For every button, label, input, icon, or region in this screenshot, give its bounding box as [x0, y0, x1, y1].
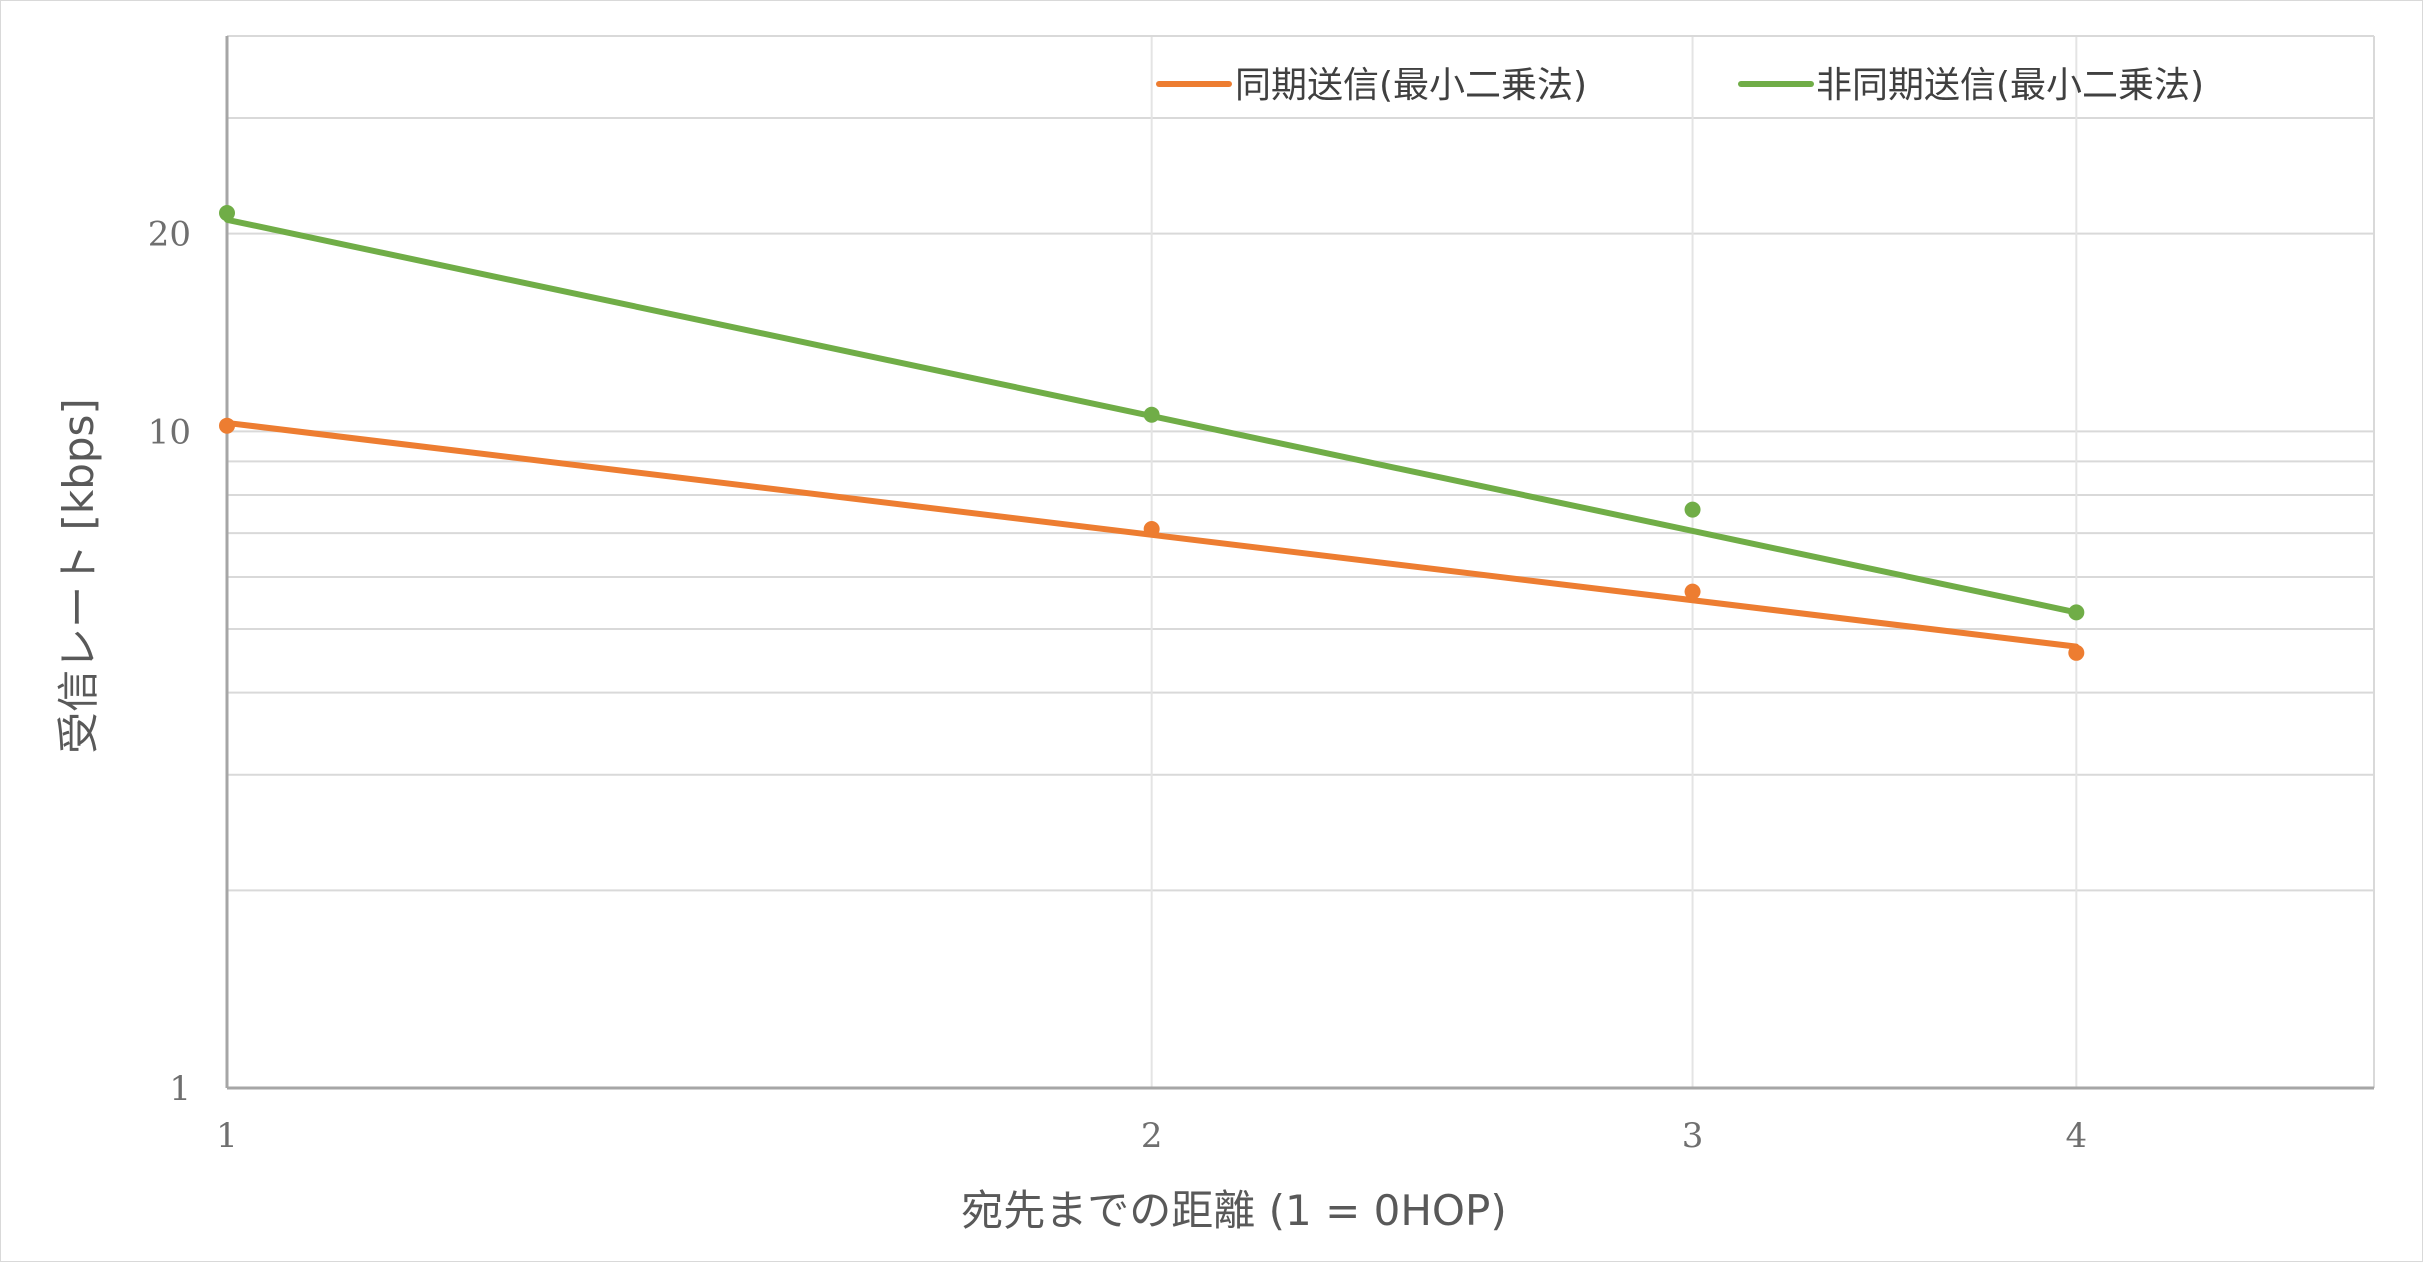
x-tick-label: 2 [1141, 1116, 1163, 1156]
data-point-sync [2068, 644, 2085, 661]
data-point-sync [219, 417, 235, 434]
data-point-async [1143, 406, 1160, 423]
axes [225, 35, 2375, 1090]
tick-labels: 1 10 20 1 2 3 4 [148, 215, 2087, 1156]
data-point-sync [1684, 583, 1701, 600]
legend-label-sync: 同期送信(最小二乗法) [1235, 65, 1587, 106]
x-tick-label: 3 [1682, 1116, 1704, 1156]
data-point-async [2068, 604, 2085, 621]
legend: 同期送信(最小二乗法) 非同期送信(最小二乗法) [1156, 65, 2204, 106]
data-point-async [219, 205, 235, 222]
y-axis-title: 受信レート [kbps] [54, 398, 103, 754]
y-tick-label: 10 [148, 412, 191, 452]
gridlines [227, 35, 2375, 1088]
legend-label-async: 非同期送信(最小二乗法) [1816, 65, 2204, 106]
x-tick-label: 1 [216, 1116, 238, 1156]
data-point-sync [1143, 521, 1160, 538]
y-tick-label: 1 [169, 1069, 191, 1109]
data-point-async [1684, 501, 1701, 518]
series [219, 205, 2085, 661]
x-tick-label: 4 [2066, 1116, 2088, 1156]
y-tick-label: 20 [148, 215, 191, 255]
x-axis-title: 宛先までの距離 (1 = 0HOP) [961, 1186, 1506, 1235]
